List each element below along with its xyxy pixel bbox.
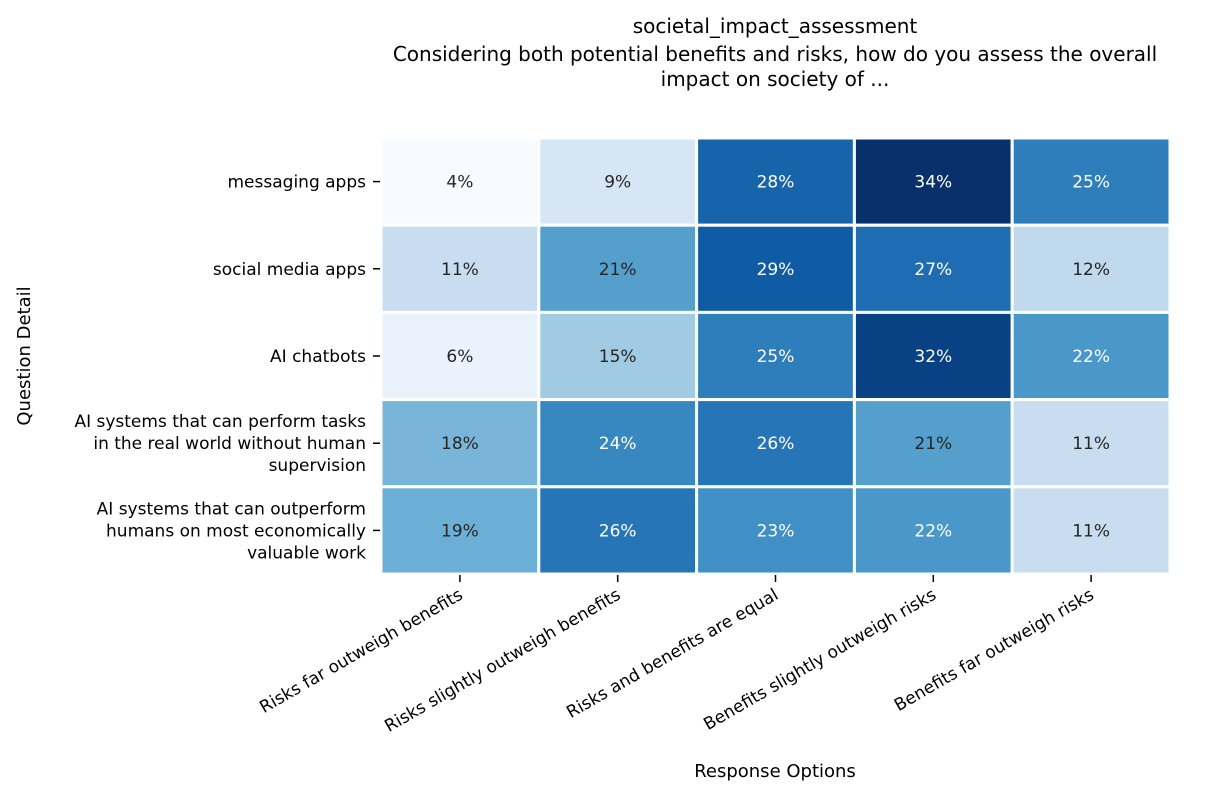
y-tick-label: AI chatbots (270, 347, 366, 367)
chart-title: societal_impact_assessment (633, 14, 918, 38)
y-tick-label: messaging apps (228, 173, 367, 193)
cell-value-label: 28% (757, 173, 795, 193)
cell-value-label: 9% (604, 173, 631, 193)
heatmap-cell (1010, 485, 1172, 576)
y-axis-ticks: messaging apps social media apps AI chatbo… (74, 173, 380, 563)
cell-value-label: 11% (441, 260, 479, 280)
heatmap-cell (852, 310, 1014, 402)
heatmap-cell (695, 485, 856, 576)
heatmap-cell (379, 223, 541, 314)
cell-value-label: 24% (599, 434, 637, 454)
cell-value-label: 21% (914, 434, 952, 454)
cell-value-label: 23% (757, 521, 795, 541)
cell-value-label: 22% (914, 521, 952, 541)
y-tick-label: AI systems that can outperform humans on … (97, 499, 367, 563)
cell-value-label: 21% (599, 260, 637, 280)
cell-value-label: 12% (1072, 260, 1110, 280)
chart-title-group: societal_impact_assessment Considering b… (393, 14, 1157, 91)
cell-value-label: 25% (757, 347, 795, 367)
heatmap-cell (537, 310, 699, 402)
heatmap-cell (695, 223, 856, 314)
cell-value-label: 26% (757, 434, 795, 454)
heatmap-cell (379, 398, 541, 489)
cell-value-label: 11% (1072, 521, 1110, 541)
y-axis-label: Question Detail (14, 286, 35, 425)
heatmap-cell (852, 398, 1014, 489)
cell-value-label: 26% (599, 521, 637, 541)
cell-value-label: 4% (446, 173, 473, 193)
cell-value-label: 34% (914, 173, 952, 193)
cell-value-label: 25% (1072, 173, 1110, 193)
cell-value-label: 15% (599, 347, 637, 367)
cell-value-label: 11% (1072, 434, 1110, 454)
heatmap-cell (379, 136, 541, 227)
heatmap-cell (1010, 223, 1172, 314)
cell-value-label: 19% (441, 521, 479, 541)
heatmap-cell (379, 485, 541, 576)
heatmap-cells: 4% 9% 28% 34% 25% 11% 21% 29% 27% 12% 6% 15% 25% 32% 2… (379, 136, 1172, 576)
heatmap-cell (537, 136, 699, 227)
cell-value-label: 27% (914, 260, 952, 280)
cell-value-label: 22% (1072, 347, 1110, 367)
heatmap-cell (695, 398, 856, 489)
cell-value-label: 29% (757, 260, 795, 280)
y-tick-label: AI systems that can perform tasks in the … (74, 412, 366, 476)
y-tick-label: social media apps (213, 260, 366, 280)
heatmap-cell (1010, 398, 1172, 489)
cell-value-label: 32% (914, 347, 952, 367)
x-axis-label: Response Options (694, 761, 856, 782)
cell-value-label: 6% (446, 347, 473, 367)
heatmap-cell (537, 398, 699, 489)
heatmap-cell (537, 485, 699, 576)
chart-subtitle-line-1: Considering both potential benefits and … (393, 42, 1157, 66)
cell-value-label: 18% (441, 434, 479, 454)
chart-subtitle-line-2: impact on society of ... (661, 67, 890, 91)
